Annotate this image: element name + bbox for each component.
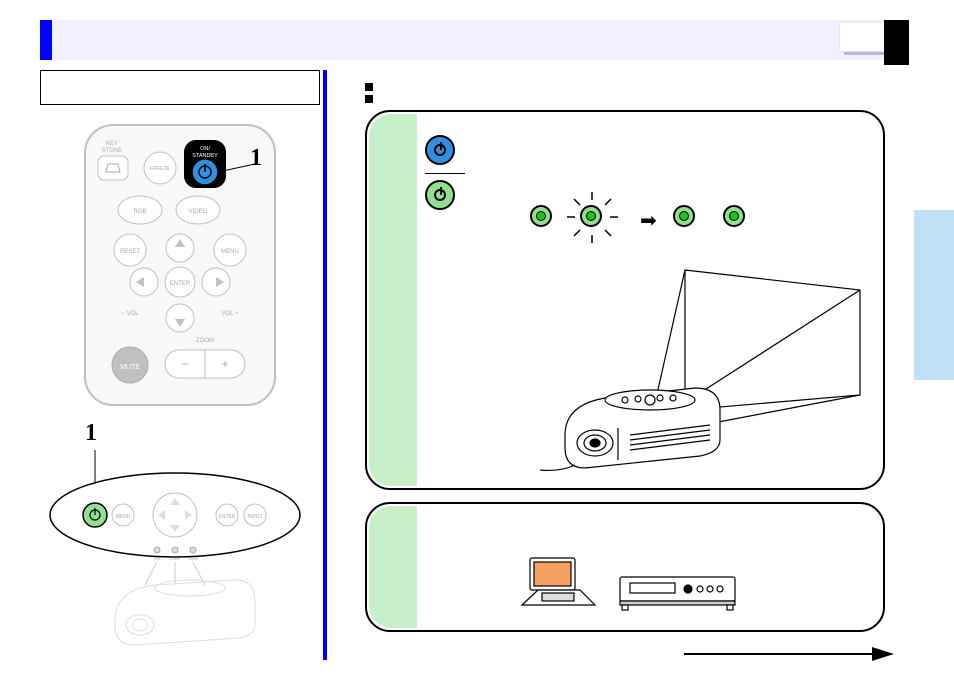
arrow-right-icon: ➡	[640, 208, 657, 233]
svg-text:RGB: RGB	[133, 209, 146, 215]
svg-text:VIDEO: VIDEO	[189, 209, 208, 215]
svg-text:VOL +: VOL +	[222, 311, 239, 317]
led-rays-icon	[565, 190, 620, 245]
svg-text:STANDBY: STANDBY	[192, 153, 218, 159]
svg-text:ON/: ON/	[200, 146, 210, 152]
svg-text:−: −	[181, 357, 188, 371]
panel-accent	[369, 114, 417, 486]
header-bar	[40, 20, 904, 60]
continue-arrow-icon	[684, 647, 894, 661]
status-led-icon	[530, 205, 552, 227]
svg-text:STONE: STONE	[102, 148, 123, 154]
svg-text:+: +	[221, 357, 228, 371]
section-title-box	[40, 70, 320, 105]
power-button-blue-icon	[425, 135, 455, 165]
svg-text:FREEZE: FREEZE	[150, 166, 170, 172]
svg-text:ENTER: ENTER	[170, 281, 191, 287]
bullet-icon	[365, 83, 373, 91]
section-tab-side	[914, 210, 954, 380]
bullet-list	[365, 83, 373, 107]
svg-text:MENU: MENU	[221, 249, 239, 255]
status-led-icon	[723, 205, 745, 227]
svg-text:MUTE: MUTE	[120, 364, 140, 371]
step-marker-1-panel: 1	[85, 420, 97, 447]
underline	[425, 173, 465, 174]
svg-text:KEY: KEY	[106, 141, 118, 147]
svg-text:ENTER: ENTER	[219, 514, 236, 520]
svg-text:RESET: RESET	[120, 249, 140, 255]
svg-text:TEMP: TEMP	[187, 556, 198, 561]
power-button-green-icon	[425, 180, 455, 210]
svg-text:ON: ON	[154, 556, 160, 561]
step-marker-1-remote: 1	[250, 145, 262, 172]
panel-accent	[369, 506, 417, 628]
connected-devices-illustration	[520, 555, 740, 615]
header-accent	[40, 20, 52, 60]
bullet-icon	[365, 95, 373, 103]
svg-text:ZOOM: ZOOM	[196, 338, 214, 344]
vertical-divider	[323, 70, 327, 660]
projection-scene	[420, 260, 870, 480]
section-tab-black	[884, 20, 909, 65]
control-panel-illustration: MENU ENTER INPUT ON LAMP TEMP	[45, 450, 305, 650]
svg-text:INPUT: INPUT	[248, 514, 263, 520]
svg-text:MENU: MENU	[116, 514, 131, 520]
svg-text:− VOL: − VOL	[121, 311, 139, 317]
status-led-icon	[673, 205, 695, 227]
svg-text:LAMP: LAMP	[170, 556, 181, 561]
